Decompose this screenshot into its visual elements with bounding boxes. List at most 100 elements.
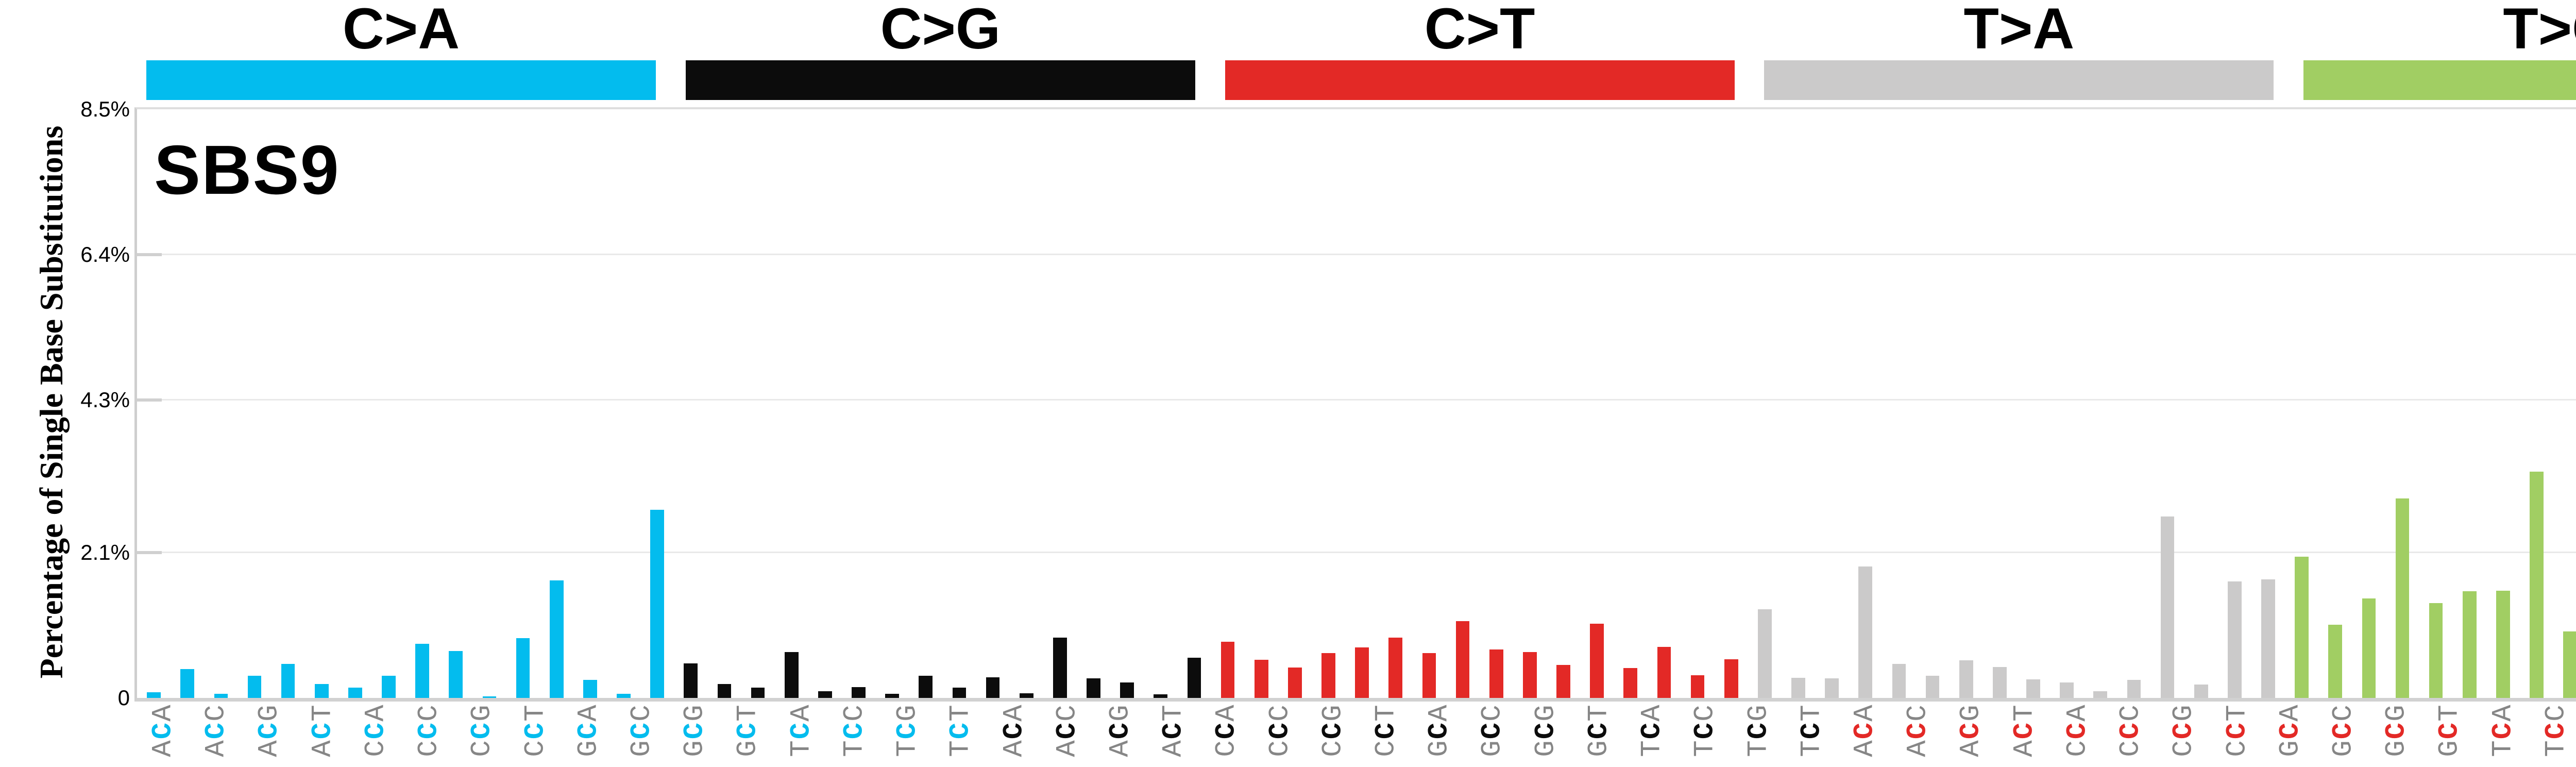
bar-CtoG-GCA <box>952 687 967 698</box>
x-label-cell-CtoG-CCC: CCC <box>1254 700 1307 761</box>
bar-cell-CtoA-TCG <box>607 109 640 698</box>
gridline-4.3 <box>137 399 2576 401</box>
group-header-TtoC: T>C <box>2503 0 2576 61</box>
bar-cell-CtoA-CCT <box>372 109 405 698</box>
bar-cell-CtoA-TCC <box>573 109 607 698</box>
x-label-CtoA-CCA: CCA <box>360 704 392 757</box>
x-label-cell-CtoA-ACA: ACA <box>137 700 190 761</box>
x-label-cell-CtoG-CCT: CCT <box>1360 700 1413 761</box>
x-label-CtoT-ACC: ACC <box>1902 704 1934 757</box>
bar-TtoC-CTA <box>2429 603 2443 698</box>
x-label-cell-CtoG-ACA: ACA <box>988 700 1041 761</box>
x-label-cell-CtoG-ACG: ACG <box>1094 700 1147 761</box>
bar-cell-CtoG-GCT <box>1043 109 1077 698</box>
x-label-CtoT-TCA: TCA <box>2487 704 2519 757</box>
tick-mark-2.1 <box>137 551 162 554</box>
bar-cell-CtoA-GCC <box>439 109 472 698</box>
x-label-cell-CtoT-TCA: TCA <box>2477 700 2530 761</box>
x-label-cell-CtoT-CCA: CCA <box>2052 700 2105 761</box>
bar-cell-TtoC-CTT <box>2520 109 2553 698</box>
bar-cell-TtoA-CTA <box>1882 109 1916 698</box>
bar-cell-CtoG-ACG <box>741 109 775 698</box>
bar-cell-CtoG-ACC <box>707 109 741 698</box>
bar-CtoT-CCT <box>1455 621 1470 698</box>
x-label-CtoG-ACG: ACG <box>1105 704 1137 757</box>
bar-CtoT-ACG <box>1288 667 1302 698</box>
bar-CtoA-CCC <box>314 684 329 698</box>
x-label-cell-CtoT-CCT: CCT <box>2211 700 2264 761</box>
bar-cell-TtoA-TTA <box>2150 109 2184 698</box>
x-label-CtoT-ACG: ACG <box>1956 704 1988 757</box>
x-label-cell-CtoA-ACC: ACC <box>190 700 243 761</box>
x-label-cell-CtoG-GCG: GCG <box>1520 700 1573 761</box>
bar-cell-TtoA-TTT <box>2251 109 2285 698</box>
bar-cell-CtoG-CCA <box>808 109 842 698</box>
x-label-cell-CtoA-GCC: GCC <box>616 700 669 761</box>
bar-cell-TtoA-ATG <box>1815 109 1849 698</box>
x-label-cell-CtoG-CCA: CCA <box>1200 700 1253 761</box>
bar-TtoC-ATC <box>2328 624 2343 698</box>
x-label-cell-CtoG-TCC: TCC <box>1679 700 1732 761</box>
bar-CtoG-CCT <box>919 676 933 698</box>
bar-cell-TtoA-GTC <box>2050 109 2083 698</box>
gridline-6.4 <box>137 254 2576 256</box>
bar-cell-CtoT-ACG <box>1278 109 1312 698</box>
x-label-cell-CtoA-CCA: CCA <box>350 700 403 761</box>
bar-TtoC-ATA <box>2295 556 2309 698</box>
bar-TtoA-TTG <box>2227 581 2242 698</box>
x-label-cell-CtoT-ACC: ACC <box>1892 700 1945 761</box>
x-label-cell-CtoA-ACT: ACT <box>297 700 350 761</box>
bar-TtoA-CTA <box>1892 664 1906 698</box>
bar-TtoA-ATG <box>1825 678 1839 698</box>
x-label-cell-CtoG-CCG: CCG <box>1307 700 1360 761</box>
bar-cell-CtoG-CCG <box>875 109 909 698</box>
group-band-CtoA <box>146 60 656 100</box>
x-label-CtoG-TCT: TCT <box>1796 704 1828 757</box>
bar-CtoA-CCG <box>348 687 362 698</box>
x-label-cell-CtoG-ACC: ACC <box>1041 700 1094 761</box>
bar-TtoA-CTC <box>1925 676 1940 698</box>
bar-cell-CtoT-GCA <box>1480 109 1513 698</box>
bar-TtoC-CTT <box>2530 471 2544 698</box>
x-label-CtoT-GCG: GCG <box>2381 704 2413 757</box>
bar-cell-TtoC-CTA <box>2419 109 2453 698</box>
x-label-CtoA-ACG: ACG <box>254 704 286 757</box>
bar-cell-CtoA-CCA <box>272 109 305 698</box>
bar-cell-CtoA-ACA <box>137 109 171 698</box>
bar-CtoA-ACC <box>180 669 195 698</box>
bar-cell-CtoT-CCG <box>1412 109 1446 698</box>
bar-CtoA-CCT <box>382 676 396 698</box>
x-label-CtoT-ACT: ACT <box>2009 704 2041 757</box>
x-label-CtoA-GCT: GCT <box>733 704 765 757</box>
x-label-cell-CtoA-CCC: CCC <box>403 700 456 761</box>
bar-CtoA-GCT <box>516 638 530 698</box>
y-tick-label-2.1pct: 2.1% <box>80 540 130 564</box>
bar-cell-CtoA-GCA <box>405 109 439 698</box>
bar-cell-TtoC-GTA <box>2553 109 2576 698</box>
bar-CtoT-GCC <box>1522 652 1537 698</box>
bar-cell-CtoG-ACT <box>775 109 808 698</box>
bar-TtoA-GTC <box>2060 682 2074 698</box>
bar-cell-CtoT-GCC <box>1513 109 1547 698</box>
bar-cell-TtoC-ATA <box>2285 109 2318 698</box>
bar-CtoG-CCG <box>885 693 900 698</box>
bar-TtoA-ATC <box>1791 678 1805 698</box>
x-label-cell-CtoA-CCG: CCG <box>456 700 509 761</box>
x-label-CtoG-CCG: CCG <box>1317 704 1349 757</box>
x-label-cell-CtoG-TCA: TCA <box>1626 700 1679 761</box>
bar-CtoG-CCC <box>852 687 866 698</box>
bar-cell-CtoT-TCG <box>1681 109 1714 698</box>
x-label-CtoA-GCA: GCA <box>573 704 605 757</box>
x-label-cell-CtoT-TCC: TCC <box>2530 700 2576 761</box>
x-label-CtoA-TCG: TCG <box>892 704 924 757</box>
bar-TtoA-ATA <box>1757 609 1772 698</box>
x-label-cell-CtoG-GCC: GCC <box>1466 700 1519 761</box>
bar-TtoC-ATG <box>2362 598 2376 698</box>
bar-CtoG-ACC <box>717 684 732 698</box>
x-label-CtoG-TCG: TCG <box>1743 704 1775 757</box>
x-label-CtoA-GCC: GCC <box>626 704 658 757</box>
x-label-cell-CtoA-TCC: TCC <box>828 700 882 761</box>
bar-cell-TtoA-CTT <box>1983 109 2016 698</box>
x-label-CtoA-TCT: TCT <box>945 704 977 757</box>
